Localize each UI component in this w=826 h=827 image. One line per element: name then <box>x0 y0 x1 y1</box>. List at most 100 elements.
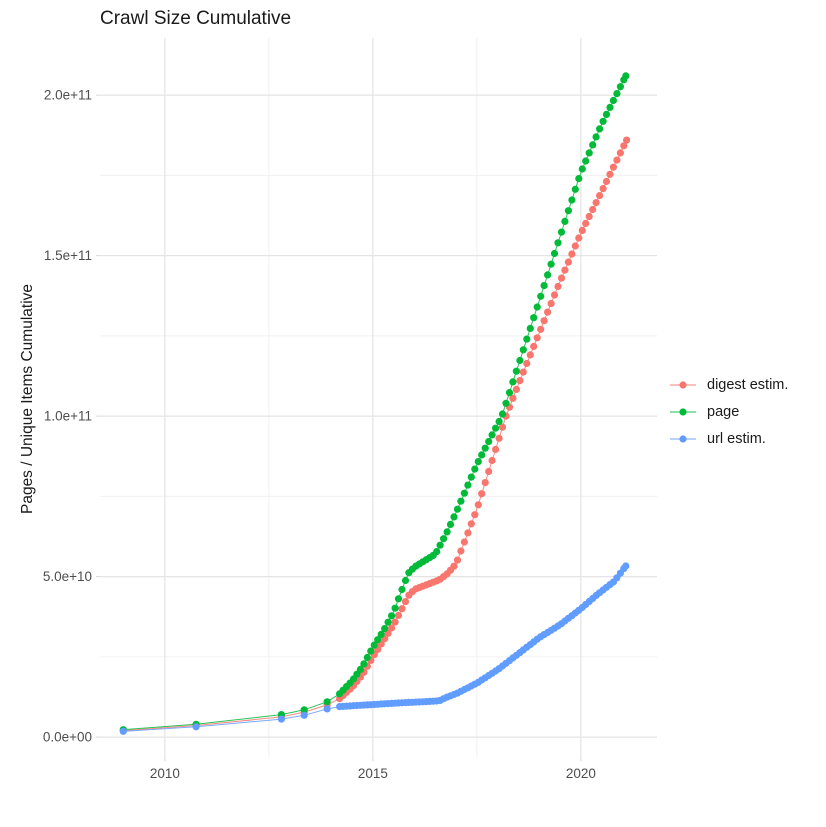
data-point <box>516 356 524 365</box>
data-point <box>495 417 503 426</box>
data-point <box>398 605 406 613</box>
legend-item-url-estim: url estim. <box>668 431 788 447</box>
data-point <box>606 103 614 111</box>
data-point <box>401 576 410 585</box>
data-point <box>498 423 507 431</box>
data-point <box>474 458 482 466</box>
data-point <box>519 346 527 354</box>
data-point <box>585 149 593 157</box>
data-point <box>356 665 364 674</box>
legend-key-icon <box>670 435 696 443</box>
data-point <box>388 624 396 632</box>
data-point <box>367 647 375 655</box>
data-point <box>564 258 573 266</box>
data-point <box>505 389 514 397</box>
data-point <box>474 501 482 509</box>
data-point <box>485 437 493 446</box>
data-point <box>516 377 524 385</box>
data-point <box>377 630 385 639</box>
x-tick-label: 2010 <box>150 766 180 781</box>
data-point <box>537 325 545 333</box>
data-point <box>488 456 496 465</box>
data-point <box>119 727 127 735</box>
data-point <box>623 136 631 144</box>
data-point <box>540 317 548 325</box>
data-point <box>622 562 630 570</box>
data-point <box>440 535 448 543</box>
data-point <box>561 217 569 225</box>
data-point <box>582 157 590 165</box>
data-point <box>453 505 462 513</box>
data-point <box>575 175 583 183</box>
y-axis-title: Pages / Unique Items Cumulative <box>19 283 36 515</box>
data-point <box>481 479 489 487</box>
data-point <box>616 83 625 91</box>
data-point <box>498 410 507 418</box>
data-point <box>547 260 555 268</box>
data-point <box>300 706 308 714</box>
data-point <box>323 705 331 713</box>
data-point <box>492 445 500 453</box>
data-point <box>578 165 586 173</box>
data-point <box>616 149 625 157</box>
data-point <box>192 723 200 731</box>
legend: digest estim. page url estim. <box>668 377 788 447</box>
data-point <box>540 282 548 290</box>
data-point <box>557 274 566 282</box>
data-point <box>620 142 628 150</box>
data-point <box>485 467 493 476</box>
data-point <box>606 170 614 178</box>
legend-label: digest estim. <box>707 377 789 393</box>
data-point <box>384 618 392 626</box>
data-point <box>537 292 545 300</box>
data-point <box>550 249 559 258</box>
data-point <box>457 547 465 555</box>
data-point <box>467 473 475 481</box>
data-point <box>391 618 399 626</box>
data-point <box>450 513 458 521</box>
data-point <box>533 334 541 342</box>
data-point <box>602 110 611 118</box>
data-point <box>492 424 500 432</box>
data-point <box>530 342 538 350</box>
x-tick-label: 2020 <box>566 766 596 781</box>
x-tick-label: 2015 <box>358 766 388 781</box>
data-point <box>443 528 451 536</box>
data-point <box>509 378 517 386</box>
data-point <box>550 291 559 299</box>
y-tick-label: 0.0e+00 <box>43 730 92 745</box>
data-point <box>589 141 597 149</box>
data-point <box>436 541 444 549</box>
data-point <box>394 611 403 620</box>
data-point <box>519 368 527 376</box>
data-point <box>547 300 555 308</box>
data-point <box>453 556 462 564</box>
data-point <box>571 185 579 193</box>
data-point <box>370 641 378 649</box>
data-point <box>467 520 475 528</box>
data-point <box>589 205 597 214</box>
y-tick-label: 2.0e+11 <box>44 88 92 103</box>
data-point <box>568 250 576 258</box>
data-point <box>609 96 618 105</box>
data-point <box>592 133 600 141</box>
data-point <box>478 490 486 498</box>
data-point <box>596 125 604 133</box>
data-point <box>481 444 489 452</box>
data-point <box>582 219 590 227</box>
data-point <box>460 489 468 497</box>
chart-title: Crawl Size Cumulative <box>100 8 292 29</box>
data-point <box>554 282 562 291</box>
data-point <box>388 612 396 620</box>
legend-label: url estim. <box>707 431 766 447</box>
data-point <box>585 212 593 221</box>
data-point <box>446 520 455 529</box>
data-point <box>374 636 382 644</box>
data-point <box>360 660 368 668</box>
data-point <box>509 394 517 402</box>
legend-key-icon <box>670 381 696 389</box>
data-point <box>363 653 371 662</box>
y-tick-label: 1.0e+11 <box>44 409 92 424</box>
data-point <box>391 604 399 612</box>
